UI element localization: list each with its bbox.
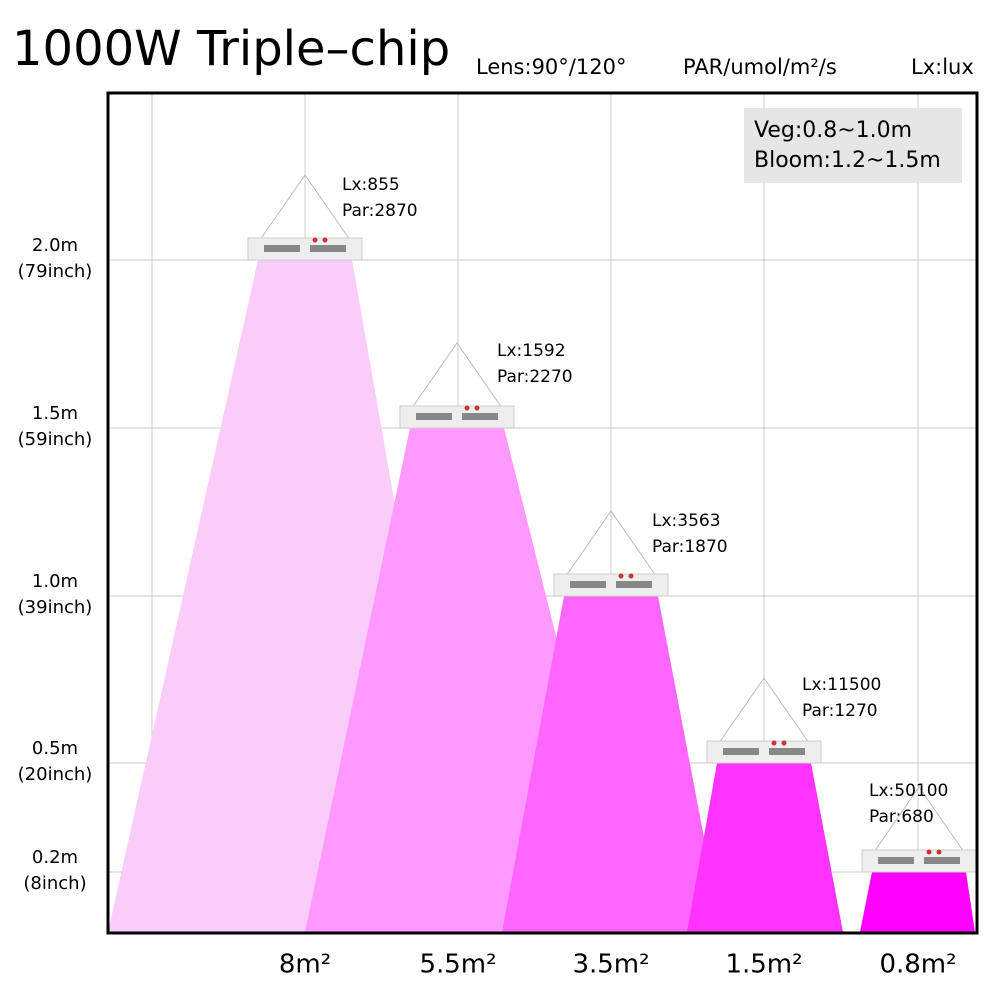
par-label: Par:1270 [802, 701, 878, 721]
lamp [706, 740, 822, 764]
lamp-vent [924, 857, 960, 864]
lamp [553, 573, 669, 597]
frame [106, 91, 979, 935]
lamp-knob [771, 740, 777, 746]
height-label: (39inch) [18, 597, 93, 618]
lamp-knob [926, 849, 932, 855]
note: Lx:lux [911, 55, 974, 79]
legend-text: Veg:0.8~1.0m [754, 118, 912, 143]
lamp-knob [628, 573, 634, 579]
height-label: (59inch) [18, 429, 93, 450]
light-cone [860, 872, 975, 932]
lamp [247, 237, 363, 261]
par-label: Par:2870 [342, 201, 418, 221]
lamp-knob [322, 237, 328, 243]
par-label: Par:2270 [497, 367, 573, 387]
area-label: 1.5m² [725, 950, 802, 980]
height-label: 1.5m [32, 403, 78, 424]
light-cone [687, 763, 843, 932]
lamp-vent [462, 413, 498, 420]
legend-text: Bloom:1.2~1.5m [754, 148, 941, 173]
hanging-wire [565, 510, 657, 577]
height-label: 1.0m [32, 571, 78, 592]
hanging-wire [718, 677, 810, 744]
lamp-knob [781, 740, 787, 746]
lux-label: Lx:50100 [869, 781, 948, 801]
lamp-vent [769, 748, 805, 755]
lamp-vent [723, 748, 759, 755]
lamp-vent [878, 857, 914, 864]
hanging-wire [259, 174, 351, 241]
height-label: 0.2m [32, 847, 78, 868]
legend-box [744, 108, 962, 183]
height-label: 2.0m [32, 235, 78, 256]
lamp-vent [310, 245, 346, 252]
lux-label: Lx:11500 [802, 675, 881, 695]
lamp-vent [416, 413, 452, 420]
note: Lens:90°/120° [476, 55, 626, 79]
note: PAR/umol/m²/s [683, 55, 837, 79]
lamp [399, 405, 515, 429]
height-label: (20inch) [18, 764, 93, 785]
area-label: 5.5m² [419, 950, 496, 980]
lamp-knob [936, 849, 942, 855]
lamp-knob [312, 237, 318, 243]
light-cone [502, 596, 722, 932]
height-label: 0.5m [32, 738, 78, 759]
area-label: 3.5m² [572, 950, 649, 980]
plot [108, 93, 977, 933]
lux-label: Lx:1592 [497, 341, 566, 361]
lamp-vent [570, 581, 606, 588]
lux-label: Lx:855 [342, 175, 400, 195]
title: 1000W Triple–chip [12, 21, 450, 77]
par-label: Par:1870 [652, 537, 728, 557]
lamp-vent [616, 581, 652, 588]
par-label: Par:680 [869, 807, 934, 827]
hanging-wire [873, 786, 965, 853]
lamp-knob [474, 405, 480, 411]
hanging-wire [411, 342, 503, 409]
lamp-vent [264, 245, 300, 252]
lamp-knob [618, 573, 624, 579]
lamp-knob [464, 405, 470, 411]
height-label: (79inch) [18, 261, 93, 282]
area-label: 8m² [279, 950, 331, 980]
area-label: 0.8m² [879, 950, 956, 980]
lux-label: Lx:3563 [652, 511, 721, 531]
height-label: (8inch) [23, 873, 86, 894]
